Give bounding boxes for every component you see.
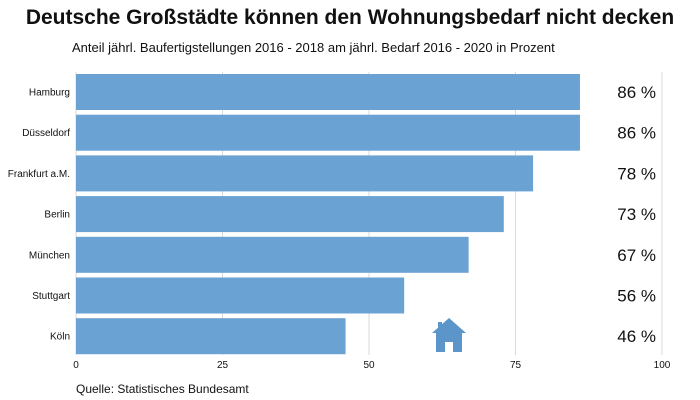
category-label: Frankfurt a.M.	[8, 169, 70, 180]
chart-title: Deutsche Großstädte können den Wohnungsb…	[25, 6, 675, 29]
source-note: Quelle: Statistisches Bundesamt	[76, 382, 249, 396]
house-icon	[432, 318, 466, 352]
chart-subtitle: Anteil jährl. Baufertigstellungen 2016 -…	[72, 40, 555, 55]
value-label: 46 %	[617, 327, 656, 346]
value-label: 86 %	[617, 83, 656, 102]
x-axis-ticks: 0 25 50 75 100	[73, 360, 671, 371]
x-tick-label: 50	[363, 360, 375, 371]
value-labels: 86 % 86 % 78 % 73 % 67 % 56 % 46 %	[617, 83, 656, 346]
bar-düsseldorf	[76, 114, 580, 151]
bar-stuttgart	[76, 277, 405, 314]
x-tick-label: 25	[217, 360, 229, 371]
bar-frankfurt-a-m-	[76, 155, 534, 192]
category-labels: Hamburg Düsseldorf Frankfurt a.M. Berlin Mün…	[8, 88, 70, 343]
value-label: 56 %	[617, 287, 656, 306]
x-tick-label: 100	[654, 360, 671, 371]
category-label: Stuttgart	[32, 291, 70, 302]
category-label: Hamburg	[29, 88, 70, 99]
value-label: 73 %	[617, 205, 656, 224]
category-label: Berlin	[44, 210, 70, 221]
bar-köln	[76, 318, 346, 355]
bar-berlin	[76, 196, 504, 233]
bar-hamburg	[76, 74, 580, 110]
bars	[76, 74, 580, 355]
bar-münchen	[76, 236, 469, 273]
category-label: München	[29, 250, 70, 261]
value-label: 86 %	[617, 124, 656, 143]
x-tick-label: 0	[73, 360, 79, 371]
x-tick-label: 75	[510, 360, 522, 371]
value-label: 78 %	[617, 164, 656, 183]
value-label: 67 %	[617, 246, 656, 265]
category-label: Köln	[50, 332, 70, 343]
category-label: Düsseldorf	[22, 128, 70, 139]
